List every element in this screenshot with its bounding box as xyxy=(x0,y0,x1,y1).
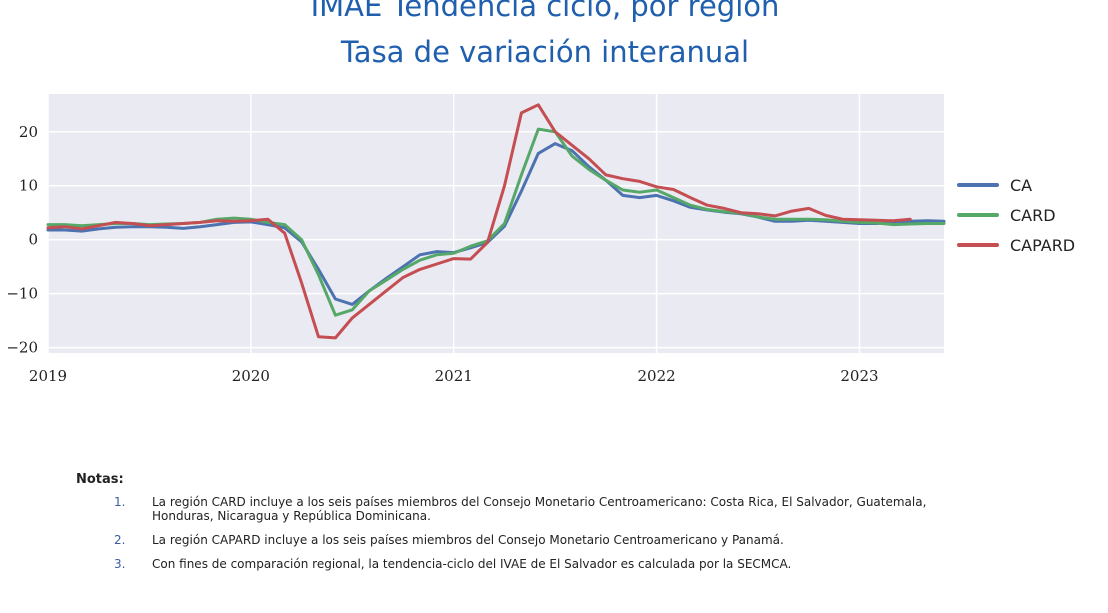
note-item: 1. La región CARD incluye a los seis paí… xyxy=(76,495,976,523)
chart-title-line-1: IMAE Tendencia ciclo, por región xyxy=(310,0,780,23)
series-lines xyxy=(46,103,946,340)
note-text: Con fines de comparación regional, la te… xyxy=(152,557,792,571)
x-tick-label: 2021 xyxy=(435,367,473,385)
legend-label-ca: CA xyxy=(1010,176,1032,195)
notes-list: 1. La región CARD incluye a los seis paí… xyxy=(76,495,976,571)
note-number: 2. xyxy=(114,533,126,547)
x-tick-label: 2019 xyxy=(29,367,67,385)
legend-label-card: CARD xyxy=(1010,206,1056,225)
x-tick-label: 2020 xyxy=(232,367,270,385)
chart-title-line-2: Tasa de variación interanual xyxy=(340,35,750,69)
note-item: 3. Con fines de comparación regional, la… xyxy=(76,557,976,571)
gridlines xyxy=(47,94,944,353)
y-tick-label: −20 xyxy=(6,339,38,357)
y-tick-label: −10 xyxy=(6,285,38,303)
note-text: La región CAPARD incluye a los seis país… xyxy=(152,533,784,547)
y-tick-label: 0 xyxy=(28,231,38,249)
y-tick-label: 20 xyxy=(19,123,38,141)
y-axis-ticks: 20 10 0 −10 −20 xyxy=(6,123,38,357)
legend-label-capard: CAPARD xyxy=(1010,236,1075,255)
note-text: La región CARD incluye a los seis países… xyxy=(152,495,927,523)
x-tick-label: 2022 xyxy=(638,367,676,385)
note-number: 3. xyxy=(114,557,126,571)
series-line-ca xyxy=(46,142,946,306)
x-tick-label: 2023 xyxy=(840,367,878,385)
note-number: 1. xyxy=(114,495,126,509)
notes-title: Notas: xyxy=(76,472,124,487)
legend: CA CARD CAPARD xyxy=(957,176,1075,255)
x-axis-ticks: 2019 2020 2021 2022 2023 xyxy=(29,367,879,385)
note-item: 2. La región CAPARD incluye a los seis p… xyxy=(76,533,976,547)
y-tick-label: 10 xyxy=(19,177,38,195)
series-line-capard xyxy=(46,103,912,340)
notes-section: Notas: 1. La región CARD incluye a los s… xyxy=(76,472,976,581)
